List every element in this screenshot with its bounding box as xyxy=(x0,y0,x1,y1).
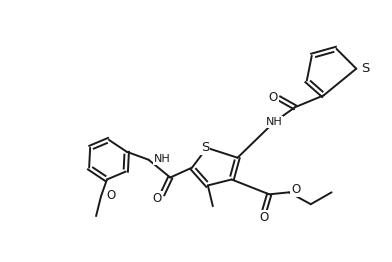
Text: O: O xyxy=(106,189,115,202)
Text: O: O xyxy=(291,183,301,196)
Text: NH: NH xyxy=(153,154,170,164)
Text: O: O xyxy=(260,211,269,223)
Text: O: O xyxy=(269,91,278,104)
Text: NH: NH xyxy=(266,117,283,127)
Text: S: S xyxy=(361,62,370,75)
Text: S: S xyxy=(201,141,209,154)
Text: O: O xyxy=(153,192,162,205)
